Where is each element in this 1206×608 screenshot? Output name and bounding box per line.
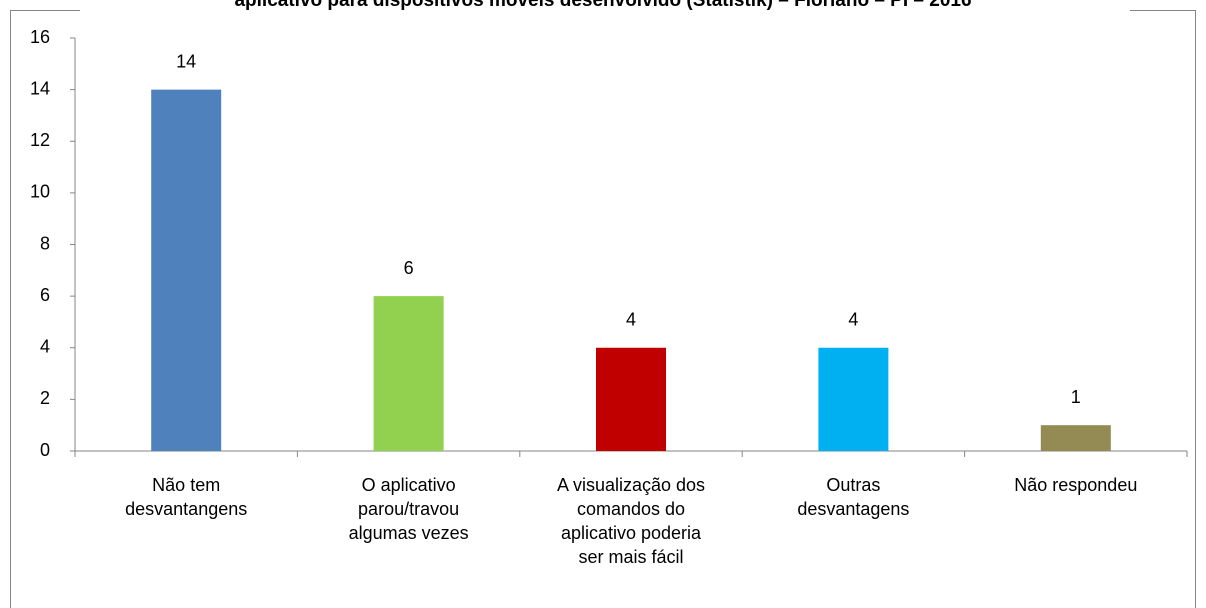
data-label: 14 bbox=[176, 51, 196, 71]
title-background bbox=[80, 0, 1130, 12]
bar bbox=[151, 89, 222, 451]
bar bbox=[596, 347, 666, 451]
data-label: 1 bbox=[1071, 387, 1081, 407]
y-tick-label: 14 bbox=[30, 78, 50, 98]
x-tick-label: Não tem desvantangens bbox=[125, 475, 247, 519]
bar bbox=[373, 296, 444, 451]
x-tick-label: Não respondeu bbox=[1014, 475, 1137, 495]
y-tick-label: 0 bbox=[40, 440, 50, 460]
bar bbox=[1040, 425, 1111, 451]
data-label: 4 bbox=[848, 310, 858, 330]
data-label: 6 bbox=[404, 258, 414, 278]
y-tick-label: 16 bbox=[30, 27, 50, 47]
data-label: 4 bbox=[626, 310, 636, 330]
y-tick-label: 8 bbox=[40, 233, 50, 253]
y-tick-label: 10 bbox=[30, 182, 50, 202]
x-tick-label: A visualização dos comandos do aplicativo … bbox=[557, 475, 705, 567]
y-tick-label: 4 bbox=[40, 337, 50, 357]
y-tick-label: 2 bbox=[40, 388, 50, 408]
bar bbox=[818, 347, 889, 451]
y-tick-label: 12 bbox=[30, 130, 50, 150]
x-tick-label: Outras desvantagens bbox=[797, 475, 909, 519]
chart-title: aplicativo para dispositivos móveis dese… bbox=[234, 0, 971, 11]
y-tick-label: 6 bbox=[40, 285, 50, 305]
x-tick-label: O aplicativo parou/travou algumas vezes bbox=[349, 475, 469, 543]
